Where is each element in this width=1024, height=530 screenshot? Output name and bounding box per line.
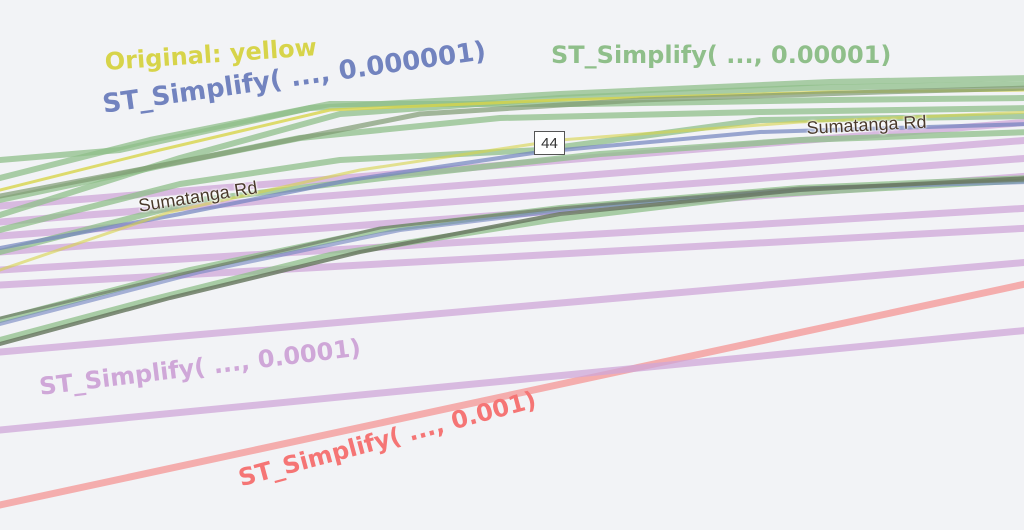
road-line-center: [0, 85, 1024, 199]
road-line-simplify-0-00001: [0, 129, 1024, 255]
route-shield-44: 44: [534, 131, 565, 155]
road-line-simplify-0-0001: [0, 154, 1024, 240]
road-line-simplify-0-0001: [0, 327, 1024, 434]
road-line-center: [0, 178, 1024, 320]
legend-simplify-0-00001: ST_Simplify( ..., 0.00001): [551, 41, 892, 69]
road-line-simplify-0-00001: [0, 113, 1024, 233]
road-line-original: [0, 110, 1024, 272]
road-line-simplify-0-0001: [0, 204, 1024, 274]
road-line-simplify-0-001: [0, 280, 1024, 509]
road-line-simplify-0-0001: [0, 259, 1024, 356]
